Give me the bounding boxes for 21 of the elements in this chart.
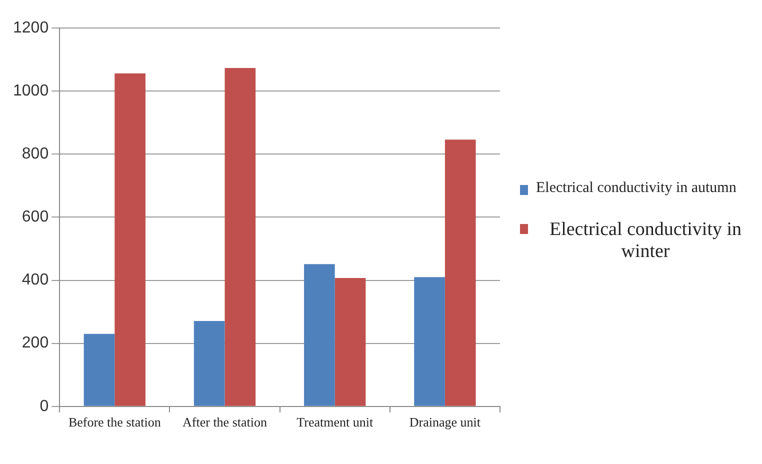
y-tick-label: 400 [22,272,49,289]
bar [334,278,366,406]
x-tick-label: Drainage unit [409,414,481,430]
bar [114,73,146,406]
y-tick-label: 200 [22,334,49,352]
y-tick-label: 1000 [13,82,49,100]
bar [444,140,476,406]
x-tick-label: Before the station [68,414,162,430]
bar [84,334,115,406]
legend-label: Electrical conductivity in autumn [536,180,736,197]
y-tick-label: 0 [40,398,49,415]
x-tick-label: After the station [182,414,268,430]
y-tick-label: 600 [22,208,49,226]
y-tick-label: 800 [22,146,49,163]
x-tick-label: Treatment unit [296,414,374,430]
legend-label: Electrical conductivity in winter [548,219,743,263]
bar [194,320,225,406]
bar [414,277,445,406]
bar [224,68,256,406]
bar [304,264,335,406]
y-tick-label: 1200 [13,19,49,36]
